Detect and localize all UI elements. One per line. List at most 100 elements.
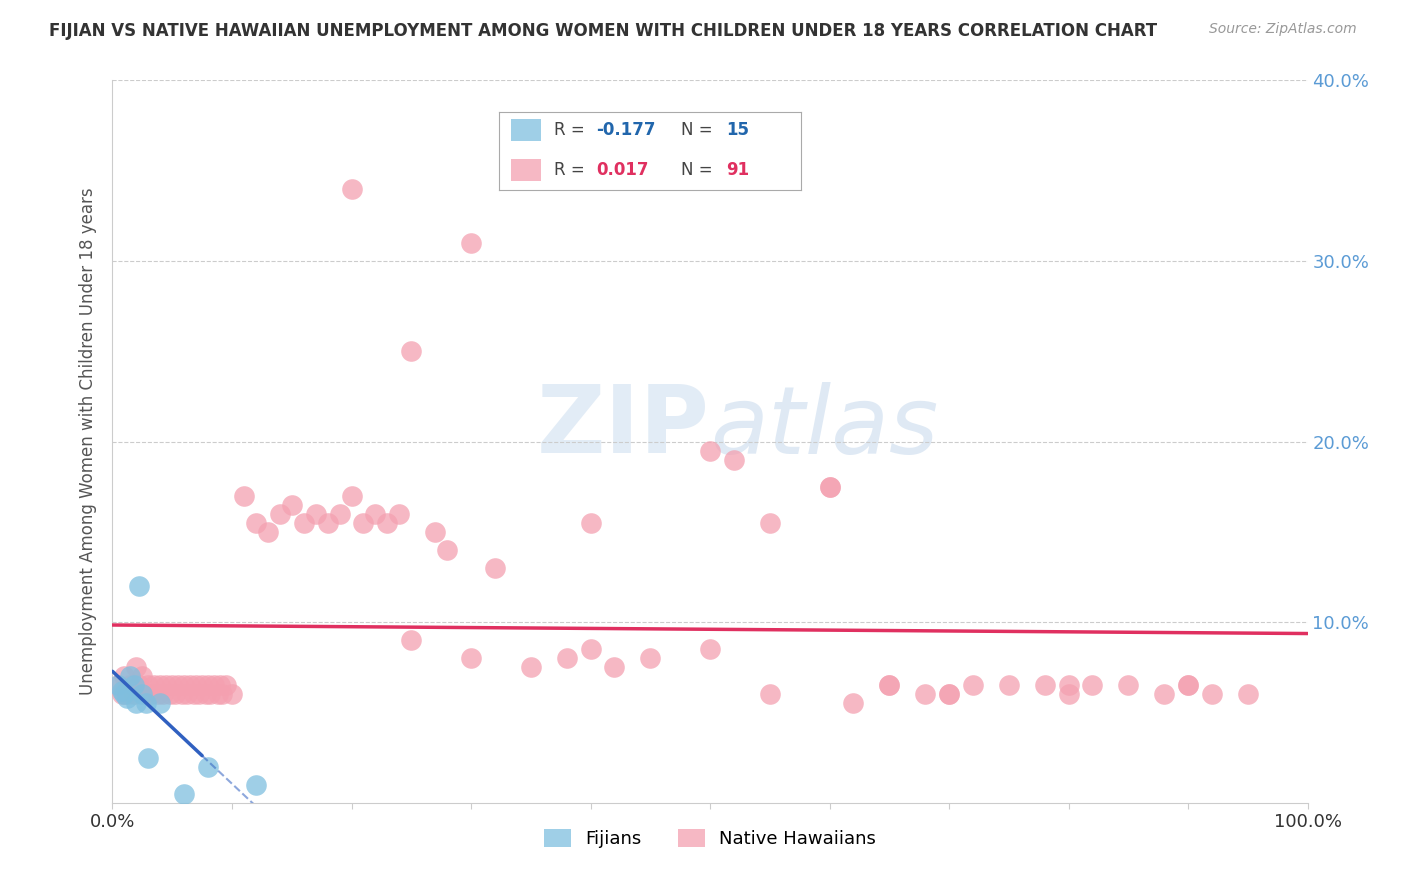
Point [914,687,936,701]
Point [197,760,219,774]
Point [167,678,190,692]
Point [998,678,1021,692]
Point [170,687,193,701]
Point [1153,687,1175,701]
Text: ZIP: ZIP [537,381,710,473]
Point [579,642,602,657]
Point [1177,678,1199,692]
Point [962,678,984,692]
Y-axis label: Unemployment Among Women with Children Under 18 years: Unemployment Among Women with Children U… [79,187,97,696]
Point [759,687,782,701]
Point [1177,678,1199,692]
Point [107,678,129,692]
Point [194,687,217,701]
Point [1057,687,1080,701]
Point [281,498,304,512]
Point [131,669,153,683]
Point [1081,678,1104,692]
Point [377,516,399,530]
Point [152,687,174,701]
Point [401,344,423,359]
Point [187,687,209,701]
Point [183,687,205,701]
Point [200,687,222,701]
Point [699,642,721,657]
Point [197,678,219,692]
Point [640,651,662,665]
Point [128,579,150,593]
Point [269,507,291,521]
Point [120,678,142,692]
Text: R =: R = [554,121,589,139]
Point [842,697,865,711]
Point [245,516,267,530]
Point [520,660,543,674]
Point [555,651,578,665]
Point [138,678,160,692]
Point [292,516,315,530]
Point [723,452,745,467]
Point [233,489,256,503]
Point [879,678,901,692]
Point [257,524,280,539]
Point [425,524,447,539]
Text: -0.177: -0.177 [596,121,655,139]
Point [146,687,169,701]
Point [484,561,506,575]
Point [135,697,157,711]
Text: R =: R = [554,161,589,178]
Text: 91: 91 [725,161,749,178]
Point [603,660,626,674]
Point [122,678,145,692]
Point [159,687,181,701]
Point [436,542,458,557]
Bar [512,120,541,141]
Point [215,678,238,692]
Point [245,778,267,792]
Point [211,687,233,701]
Point [579,516,602,530]
Point [173,678,195,692]
Point [131,687,153,701]
Point [163,687,186,701]
Point [135,687,157,701]
Legend: Fijians, Native Hawaiians: Fijians, Native Hawaiians [537,822,883,855]
Point [221,687,243,701]
Point [207,687,229,701]
Point [162,678,183,692]
Point [125,697,148,711]
Text: FIJIAN VS NATIVE HAWAIIAN UNEMPLOYMENT AMONG WOMEN WITH CHILDREN UNDER 18 YEARS : FIJIAN VS NATIVE HAWAIIAN UNEMPLOYMENT A… [49,22,1157,40]
Point [1118,678,1140,692]
Point [388,507,411,521]
Point [143,678,166,692]
Point [352,516,374,530]
Point [1201,687,1223,701]
Point [401,633,423,648]
Text: atlas: atlas [710,382,938,473]
Point [179,678,201,692]
Point [305,507,328,521]
Text: Source: ZipAtlas.com: Source: ZipAtlas.com [1209,22,1357,37]
Text: N =: N = [681,161,717,178]
Point [115,687,138,701]
Point [191,678,214,692]
Point [340,489,363,503]
Point [818,480,841,494]
Point [122,687,145,701]
Point [138,750,160,764]
Point [155,678,177,692]
Point [938,687,960,701]
Point [879,678,901,692]
Point [329,507,352,521]
Point [699,443,721,458]
Point [938,687,960,701]
Point [139,687,162,701]
Point [149,697,172,711]
Text: 15: 15 [725,121,749,139]
Point [173,787,195,801]
Point [460,651,482,665]
Point [120,669,142,683]
Point [176,687,198,701]
Point [818,480,841,494]
Point [1033,678,1056,692]
